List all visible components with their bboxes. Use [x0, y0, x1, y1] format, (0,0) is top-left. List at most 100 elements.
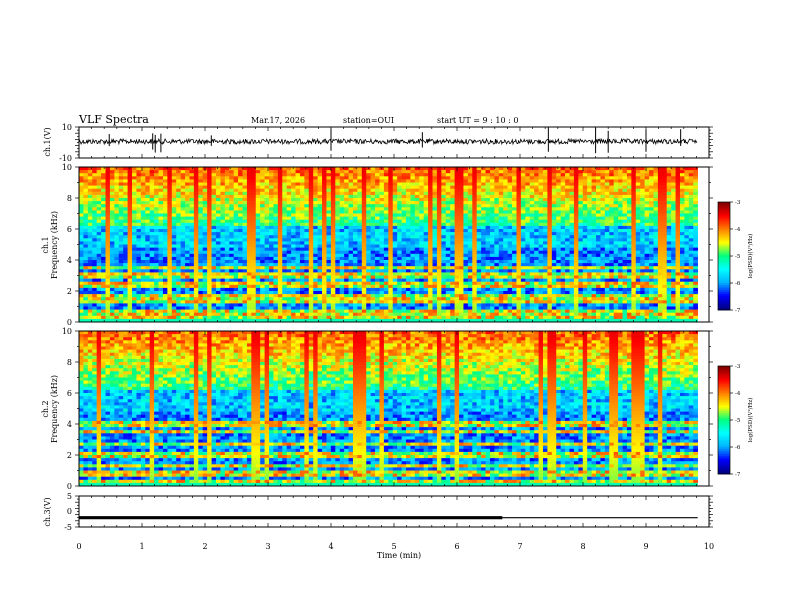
spectrogram-cell: [322, 269, 327, 273]
spectrogram-cell: [114, 291, 120, 295]
spectrogram-cell: [114, 312, 120, 317]
spectrogram-cell: [282, 247, 287, 251]
spectrogram-cell: [507, 284, 513, 289]
spectrogram-cell: [136, 281, 142, 286]
spectrogram-cell: [193, 182, 199, 186]
spectrogram-cell: [96, 225, 102, 230]
spectrogram-cell: [419, 173, 424, 177]
spectrogram-cell: [481, 260, 486, 264]
spectrogram-cell: [202, 312, 208, 317]
spectrogram-cell: [242, 272, 248, 276]
spectrogram-cell: [406, 244, 411, 248]
spectrogram-cell: [273, 219, 279, 224]
spectrogram-cell: [489, 235, 495, 239]
spectrogram-cell: [344, 179, 349, 183]
spectrogram-cell: [140, 244, 146, 248]
spectrogram-cell: [361, 275, 367, 279]
spectrogram-cell: [348, 216, 354, 220]
spectrogram-cell: [211, 182, 217, 186]
spectrogram-cell: [251, 278, 257, 282]
spectrogram-cell: [326, 198, 332, 202]
spectrogram-cell: [308, 309, 314, 313]
spectrogram-cell: [92, 318, 97, 323]
spectrogram-cell: [361, 303, 367, 307]
spectrogram-cell: [388, 207, 394, 211]
station-label: station=OUI: [343, 116, 394, 125]
spectrogram-cell: [428, 250, 433, 255]
spectrogram-cell: [330, 238, 336, 242]
spectrogram-cell: [357, 167, 363, 171]
spectrogram-cell: [445, 312, 451, 317]
spectrogram-cell: [383, 238, 389, 242]
spectrogram-cell: [498, 235, 504, 239]
spectrogram-cell: [366, 253, 371, 258]
spectrogram-cell: [308, 278, 314, 282]
spectrogram-cell: [123, 300, 128, 304]
spectrogram-cell: [436, 300, 442, 304]
spectrogram-cell: [410, 191, 416, 196]
spectrogram-cell: [459, 312, 464, 317]
spectrogram-cell: [273, 287, 279, 292]
spectrogram-cell: [459, 204, 464, 208]
spectrogram-cell: [494, 318, 500, 323]
spectrogram-cell: [361, 250, 367, 255]
spectrogram-cell: [383, 253, 389, 258]
spectrogram-cell: [79, 297, 84, 301]
spectrogram-cell: [299, 281, 305, 286]
spectrogram-cell: [224, 210, 230, 214]
spectrogram-cell: [176, 188, 181, 193]
spectrogram-cell: [414, 204, 420, 208]
spectrogram-cell: [118, 260, 124, 264]
spectrogram-cell: [463, 182, 469, 186]
spectrogram-cell: [313, 213, 318, 217]
spectrogram-cell: [459, 216, 464, 220]
spectrogram-cell: [383, 275, 389, 279]
spectrogram-cell: [428, 238, 433, 242]
spectrogram-cell: [242, 216, 248, 220]
spectrogram-cell: [96, 216, 102, 220]
spectrogram-cell: [123, 247, 128, 251]
spectrogram-cell: [255, 300, 261, 304]
spectrogram-cell: [79, 213, 84, 217]
spectrogram-cell: [357, 303, 363, 307]
spectrogram-cell: [242, 201, 248, 205]
spectrogram-cell: [277, 229, 283, 233]
spectrogram-cell: [454, 300, 460, 304]
spectrogram-cell: [211, 244, 217, 248]
spectrogram-cell: [180, 291, 186, 295]
spectrogram-cell: [149, 284, 155, 289]
spectrogram-cell: [476, 222, 482, 227]
spectrogram-cell: [269, 260, 274, 264]
spectrogram-cell: [317, 201, 323, 205]
spectrogram-cell: [375, 191, 380, 196]
spectrogram-cell: [149, 182, 155, 186]
spectrogram-cell: [202, 170, 208, 174]
spectrogram-cell: [109, 278, 115, 282]
spectrogram-cell: [512, 275, 517, 279]
spectrogram-cell: [273, 170, 279, 174]
spectrogram-cell: [463, 260, 469, 264]
spectrogram-cell: [198, 278, 204, 282]
spectrogram-cell: [485, 300, 491, 304]
spectrogram-cell: [516, 222, 522, 227]
spectrogram-cell: [114, 260, 120, 264]
spectrogram-cell: [476, 278, 482, 282]
spectrogram-cell: [454, 297, 460, 301]
spectrogram-cell: [489, 229, 495, 233]
spectrogram-cell: [304, 185, 310, 189]
spectrogram-cell: [291, 275, 296, 279]
spectrogram-cell: [441, 204, 447, 208]
spectrogram-cell: [273, 281, 279, 286]
spectrogram-cell: [198, 266, 204, 270]
spectrogram-cell: [476, 173, 482, 177]
spectrogram-cell: [198, 210, 204, 214]
spectrogram-cell: [123, 284, 128, 289]
spectrogram-cell: [414, 250, 420, 255]
spectrogram-cell: [185, 207, 190, 211]
spectrogram-cell: [215, 185, 221, 189]
spectrogram-cell: [295, 185, 301, 189]
spectrogram-cell: [251, 194, 257, 199]
spectrogram-cell: [428, 278, 433, 282]
spectrogram-cell: [238, 263, 243, 267]
spectrogram-cell: [215, 194, 221, 199]
